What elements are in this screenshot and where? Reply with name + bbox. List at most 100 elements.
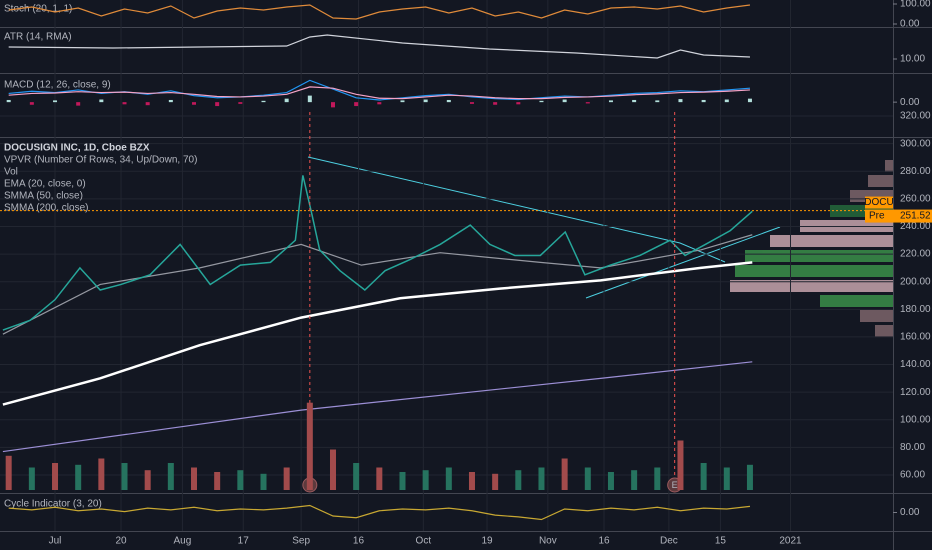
- histogram-bar: [446, 99, 451, 103]
- histogram-bar: [724, 99, 729, 103]
- x-tick-label: 16: [353, 536, 365, 547]
- x-tick-label: 16: [598, 536, 610, 547]
- volume-bar: [700, 463, 707, 490]
- volume-bar: [283, 467, 290, 490]
- session-label: Pre: [869, 211, 885, 222]
- pane-title: ATR (14, RMA): [4, 32, 72, 43]
- vpvr-row: [745, 250, 893, 262]
- volume-bar: [723, 467, 730, 490]
- volume-bar: [260, 473, 267, 490]
- histogram-bar: [215, 102, 220, 107]
- indicator-line: [2, 261, 753, 406]
- vpvr-row: [770, 235, 893, 247]
- pane-title: DOCUSIGN INC, 1D, Cboe BZX: [4, 143, 150, 154]
- volume-bar: [561, 458, 568, 490]
- indicator-line: [8, 4, 751, 20]
- histogram-bar: [632, 99, 637, 103]
- vpvr-row: [868, 175, 893, 187]
- y-tick-label: 220.00: [900, 249, 931, 260]
- y-tick-label: 0.00: [900, 19, 920, 30]
- vpvr-row: [875, 325, 893, 337]
- histogram-bar: [701, 99, 706, 103]
- histogram-bar: [655, 100, 660, 103]
- histogram-bar: [469, 102, 474, 104]
- y-tick-label: 160.00: [900, 332, 931, 343]
- histogram-bar: [99, 99, 104, 103]
- trend-line: [307, 156, 726, 263]
- histogram-bar: [307, 95, 312, 103]
- histogram-bar: [377, 102, 382, 105]
- y-tick-label: 80.00: [900, 442, 925, 453]
- histogram-bar: [29, 102, 34, 105]
- vpvr-row: [730, 280, 893, 292]
- volume-bar: [422, 470, 429, 490]
- y-tick-label: 0.00: [900, 97, 920, 108]
- legend-entry: SMMA (200, close): [4, 203, 88, 214]
- volume-bar: [445, 467, 452, 490]
- y-tick-label: 100.00: [900, 0, 931, 10]
- y-tick-label: 240.00: [900, 221, 931, 232]
- histogram-bar: [53, 100, 58, 103]
- volume-bar: [677, 440, 684, 490]
- volume-bar: [631, 470, 638, 490]
- last-price-label: 251.52: [900, 211, 931, 222]
- volume-bar: [607, 472, 614, 490]
- legend-entry: Vol: [4, 167, 18, 178]
- x-tick-label: 2021: [779, 536, 802, 547]
- x-tick-label: 19: [481, 536, 493, 547]
- y-tick-label: 180.00: [900, 304, 931, 315]
- histogram-bar: [354, 102, 359, 107]
- y-tick-label: 200.00: [900, 276, 931, 287]
- histogram-bar: [585, 102, 590, 104]
- histogram-bar: [493, 102, 498, 105]
- y-tick-label: 280.00: [900, 166, 931, 177]
- x-tick-label: 15: [715, 536, 727, 547]
- histogram-bar: [330, 102, 335, 108]
- volume-bar: [584, 467, 591, 490]
- volume-bar: [492, 473, 499, 490]
- y-tick-label: 260.00: [900, 193, 931, 204]
- volume-bar: [746, 464, 753, 490]
- histogram-bar: [192, 102, 197, 105]
- pane-title: Stoch (20, 1, 1): [4, 4, 72, 15]
- x-tick-label: Sep: [292, 536, 310, 547]
- histogram-bar: [400, 100, 405, 103]
- histogram-bar: [261, 100, 266, 103]
- volume-bar: [214, 472, 221, 490]
- volume-bar: [515, 470, 522, 490]
- y-tick-label: 10.00: [900, 54, 925, 65]
- volume-bar: [376, 467, 383, 490]
- histogram-bar: [608, 100, 613, 103]
- x-tick-label: Jul: [49, 536, 62, 547]
- histogram-bar: [122, 102, 127, 105]
- volume-bar: [353, 463, 360, 490]
- volume-bar: [329, 449, 336, 490]
- price-tag: [865, 209, 932, 223]
- x-tick-label: Nov: [539, 536, 557, 547]
- volume-bar: [144, 470, 151, 490]
- trend-lines: [307, 156, 781, 299]
- y-tick-label: 120.00: [900, 387, 931, 398]
- histogram-bar: [284, 98, 289, 103]
- indicator-line: [8, 34, 750, 59]
- histogram-bar: [423, 99, 428, 103]
- volume-bar: [399, 472, 406, 490]
- volume-bar: [28, 467, 35, 490]
- histogram-bar: [145, 102, 150, 106]
- volume-bar: [191, 467, 198, 490]
- y-tick-label: 60.00: [900, 470, 925, 481]
- histogram-bar: [747, 98, 752, 103]
- event-label: E: [672, 480, 678, 490]
- histogram-bar: [678, 99, 683, 103]
- indicator-line: [8, 86, 750, 100]
- y-tick-label: 0.00: [900, 507, 920, 518]
- x-tick-label: 17: [238, 536, 250, 547]
- indicator-line: [2, 234, 753, 335]
- histogram-bar: [6, 99, 11, 103]
- x-tick-label: Oct: [416, 536, 432, 547]
- histogram-bar: [168, 99, 173, 103]
- y-tick-label: 140.00: [900, 359, 931, 370]
- vpvr-row: [735, 265, 893, 277]
